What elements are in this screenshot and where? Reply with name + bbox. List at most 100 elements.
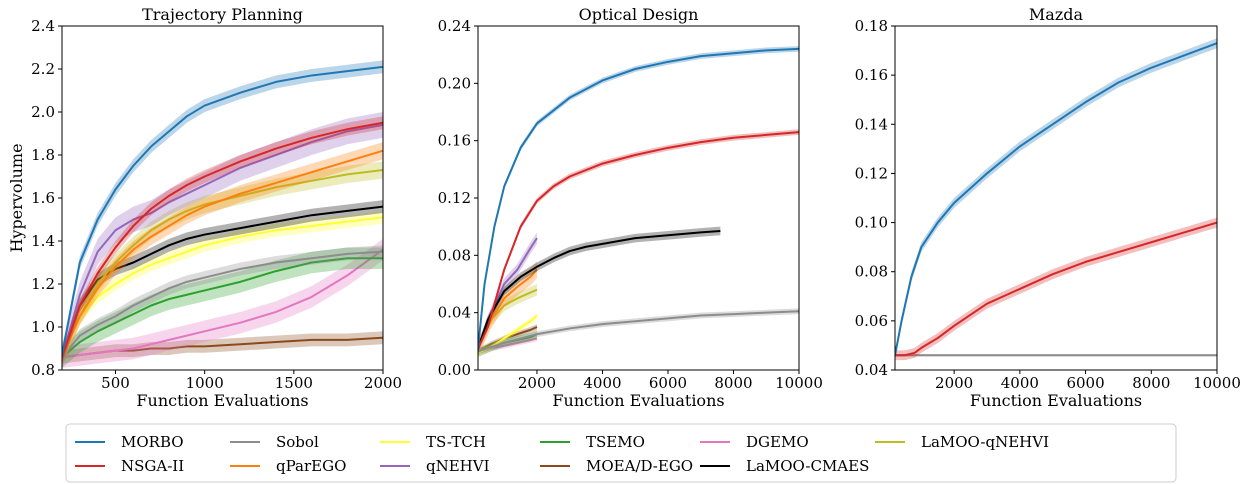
legend-item-ts-tch: TS-TCH [380,433,486,451]
series-group [895,38,1217,361]
series-line-qparego [62,149,383,358]
band-lamoo-cmaes [62,200,383,364]
x-tick-label: 4000 [583,374,621,392]
x-tick-label: 4000 [1001,374,1039,392]
series-line-nsga-ii [478,131,799,349]
legend-item-dgemo: DGEMO [700,433,809,451]
legend-label: DGEMO [746,433,809,451]
band-moea-d-ego [62,331,383,364]
band-nsga-ii [478,129,799,352]
legend-item-moea-d-ego: MOEA/D-EGO [540,457,693,475]
band-nsga-ii [895,217,1217,361]
series-line-nsga-ii [895,221,1217,357]
legend-item-lamoo-cmaes: LaMOO-CMAES [700,457,869,475]
series-line-nsga-ii [62,121,383,358]
legend-item-qnehvi: qNEHVI [380,457,490,475]
y-tick-label: 0.04 [438,304,471,322]
y-tick-label: 0.24 [438,17,471,35]
series-line-dgemo [478,337,538,354]
x-tick-label: 10000 [775,374,823,392]
y-tick-label: 1.0 [31,318,55,336]
band-qparego [478,261,537,358]
y-tick-label: 1.4 [31,232,55,250]
legend-label: TSEMO [586,433,645,451]
x-axis-label: Function Evaluations [970,391,1142,410]
y-axis-label: Hypervolume [7,143,26,252]
series-line-tsemo [62,257,383,358]
series-group [478,46,799,358]
legend-label: NSGA-II [121,457,184,475]
y-tick-label: 0.16 [855,66,888,84]
chart-mazda: 2000 4000 6000 8000 10000 0.04 0.06 0.08 0.10 0.1… [855,5,1241,410]
band-qparego [62,142,383,366]
series-line-sobol [478,310,799,353]
band-morbo [895,38,1217,361]
legend-label: Sobol [276,433,319,451]
series-line-dgemo [62,248,383,359]
x-tick-label: 1000 [186,374,224,392]
series-line-moea-d-ego [478,326,538,353]
y-tick-label: 1.2 [31,275,55,293]
legend-item-sobol: Sobol [230,433,319,451]
y-tick-label: 0.10 [855,214,888,232]
plot-frame [894,25,1218,371]
legend-label: LaMOO-CMAES [746,457,869,475]
legend-label: LaMOO-qNEHVI [921,433,1049,451]
y-tick-label: 0.20 [438,74,471,92]
legend-label: MORBO [121,433,184,451]
series-line-lamoo-cmaes [478,229,721,349]
series-line-ts-tch [62,216,383,358]
y-tick-label: 0.14 [855,115,888,133]
legend-item-lamoo-qnehvi: LaMOO-qNEHVI [875,433,1049,451]
y-tick-label: 0.08 [855,263,888,281]
legend-item-morbo: MORBO [75,433,184,451]
x-tick-label: 2000 [935,374,973,392]
y-tick-label: 0.16 [438,132,471,150]
legend-label: TS-TCH [426,433,486,451]
chart-optical-design: 2000 4000 6000 8000 10000 0.00 0.04 0.08 0.12 0.1… [438,5,823,410]
band-morbo [478,46,799,352]
chart-title: Trajectory Planning [142,5,303,24]
band-dgemo [62,238,383,368]
legend-label: MOEA/D-EGO [586,457,693,475]
x-tick-label: 2000 [364,374,402,392]
legend-item-tsemo: TSEMO [540,433,645,451]
band-nsga-ii [62,116,383,364]
x-axis-label: Function Evaluations [136,391,308,410]
y-tick-label: 2.2 [31,60,55,78]
series-line-lamoo-qnehvi [62,169,383,358]
legend: MORBO NSGA-II Sobol qParEGO TS-TCH qNEHVI TSEM… [65,423,1177,483]
y-tick-label: 1.8 [31,146,55,164]
y-tick-label: 2.0 [31,103,55,121]
legend-label: qNEHVI [426,457,490,475]
band-qnehvi [62,112,383,370]
x-tick-label: 6000 [649,374,687,392]
legend-box [65,423,1177,483]
series-group [62,60,383,370]
y-tick-label: 0.8 [31,361,55,379]
y-tick-label: 0.06 [855,312,888,330]
legend-item-qparego: qParEGO [230,457,346,475]
band-sobol [62,245,383,364]
series-line-morbo [62,65,383,356]
x-tick-label: 10000 [1193,374,1241,392]
band-lamoo-qnehvi [62,161,383,366]
series-line-lamoo-cmaes [62,205,383,358]
y-tick-label: 0.12 [855,164,888,182]
series-line-qnehvi [62,123,383,358]
chart-trajectory-planning: 500 1000 1500 2000 0.8 1.0 1.2 1.4 1.6 1.8 2.0 2.2 2… [7,5,402,410]
x-tick-label: 8000 [1132,374,1170,392]
y-tick-label: 2.4 [31,17,55,35]
chart-title: Mazda [1029,5,1084,24]
band-lamoo-qnehvi [478,284,537,355]
x-tick-label: 6000 [1066,374,1104,392]
y-tick-label: 0.08 [438,246,471,264]
chart-title: Optical Design [579,5,699,24]
y-tick-label: 0.18 [855,17,888,35]
y-tick-label: 1.6 [31,189,55,207]
y-tick-label: 0.04 [855,361,888,379]
x-tick-label: 2000 [518,374,556,392]
x-tick-label: 1500 [275,374,313,392]
y-tick-label: 0.12 [438,189,471,207]
